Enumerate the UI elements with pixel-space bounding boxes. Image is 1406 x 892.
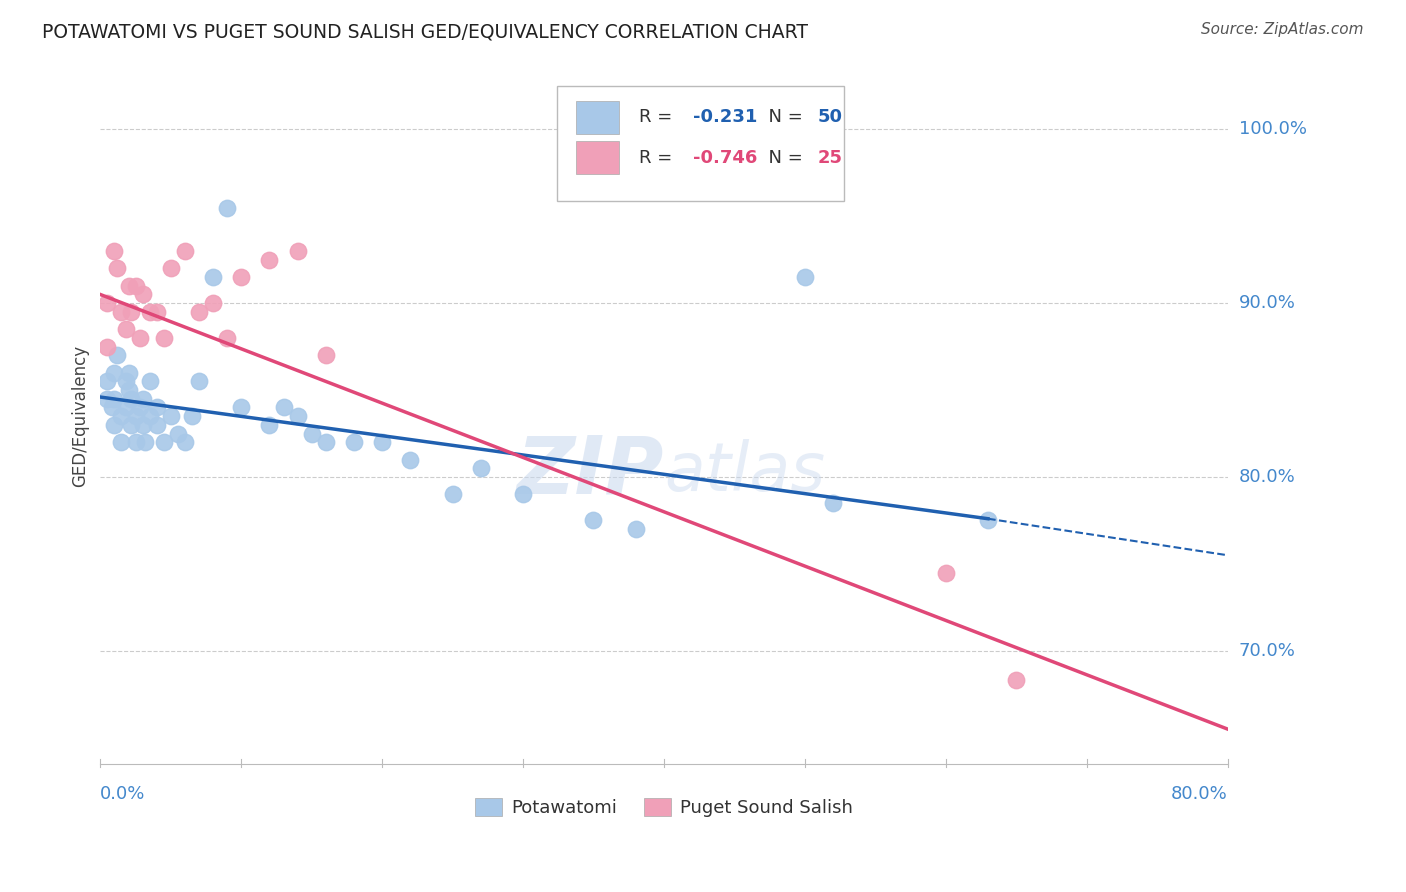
Point [935,566,957,580]
Text: atlas: atlas [664,439,825,505]
Point [117,383,139,397]
Point [821,496,844,510]
Point [103,392,125,406]
Point [114,401,136,415]
FancyBboxPatch shape [576,101,619,134]
Point [181,409,204,424]
Text: 25: 25 [817,149,842,167]
Text: -0.231: -0.231 [693,108,758,126]
Point [287,409,309,424]
Point [399,452,422,467]
Point [96,375,118,389]
Text: Source: ZipAtlas.com: Source: ZipAtlas.com [1201,22,1364,37]
Point [343,435,366,450]
Text: R =: R = [640,149,678,167]
Point [103,244,125,258]
Point [138,375,160,389]
Point [105,261,128,276]
Point [188,375,211,389]
Point [120,305,142,319]
Point [152,435,174,450]
Point [110,435,132,450]
Point [202,270,225,285]
Point [96,296,118,310]
Point [217,201,239,215]
Text: N =: N = [758,149,808,167]
Text: R =: R = [640,108,678,126]
Point [371,435,394,450]
Point [188,305,211,319]
Point [231,270,253,285]
Point [470,461,492,475]
Point [217,331,239,345]
Text: 90.0%: 90.0% [1239,294,1295,312]
Point [159,409,181,424]
Point [793,270,815,285]
Point [138,409,160,424]
Point [174,244,197,258]
Point [273,401,295,415]
Text: 80.0%: 80.0% [1239,468,1295,486]
Point [128,331,150,345]
Point [202,296,225,310]
Point [166,426,188,441]
Point [103,417,125,432]
Point [582,513,605,527]
Text: POTAWATOMI VS PUGET SOUND SALISH GED/EQUIVALENCY CORRELATION CHART: POTAWATOMI VS PUGET SOUND SALISH GED/EQU… [42,22,808,41]
Point [145,305,167,319]
Text: 100.0%: 100.0% [1239,120,1306,138]
Point [110,305,132,319]
Point [152,331,174,345]
Point [120,392,142,406]
Y-axis label: GED/Equivalency: GED/Equivalency [72,345,89,487]
Text: 50: 50 [817,108,842,126]
Text: 80.0%: 80.0% [1171,785,1227,803]
Point [231,401,253,415]
Point [174,435,197,450]
Point [117,278,139,293]
Point [624,522,647,536]
Point [441,487,464,501]
Point [124,435,146,450]
Point [145,417,167,432]
Point [134,435,156,450]
Point [131,392,153,406]
Point [124,409,146,424]
Point [114,375,136,389]
Point [131,417,153,432]
Point [110,409,132,424]
Point [315,348,337,362]
Point [100,401,122,415]
Legend: Potawatomi, Puget Sound Salish: Potawatomi, Puget Sound Salish [468,790,860,824]
Text: 0.0%: 0.0% [100,785,146,803]
Text: N =: N = [758,108,808,126]
Text: ZIP: ZIP [516,433,664,511]
Point [117,366,139,380]
Point [131,287,153,301]
FancyBboxPatch shape [576,141,619,174]
Point [301,426,323,441]
Point [124,278,146,293]
Point [138,305,160,319]
Point [96,340,118,354]
Text: -0.746: -0.746 [693,149,758,167]
Point [96,392,118,406]
Point [114,322,136,336]
Point [103,366,125,380]
Point [159,261,181,276]
Point [259,417,281,432]
Point [128,401,150,415]
Point [287,244,309,258]
Point [977,513,1000,527]
Point [145,401,167,415]
Text: 70.0%: 70.0% [1239,642,1295,660]
FancyBboxPatch shape [557,86,844,201]
Point [1005,673,1028,688]
Point [259,252,281,267]
Point [120,417,142,432]
Point [512,487,534,501]
Point [105,348,128,362]
Point [315,435,337,450]
